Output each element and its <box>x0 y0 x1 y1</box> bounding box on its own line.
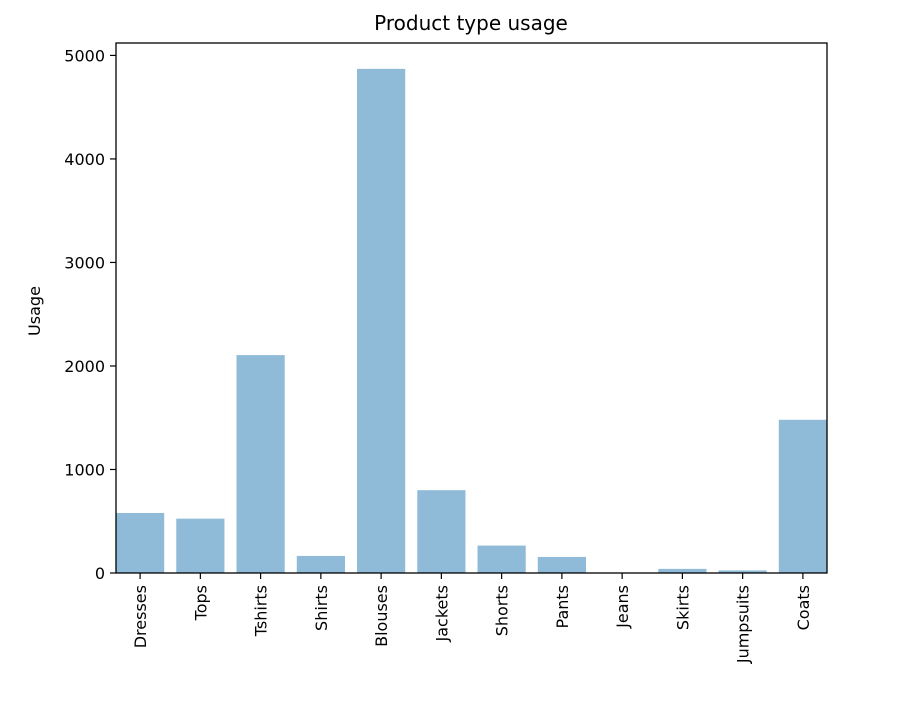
bar-blouses <box>357 68 406 573</box>
bar-jumpsuits <box>718 570 767 573</box>
y-axis-label: Usage <box>25 286 44 336</box>
bars-group <box>116 68 827 573</box>
x-tick-label: Blouses <box>372 585 391 647</box>
y-tick-label: 1000 <box>64 460 105 479</box>
x-tick-label: Skirts <box>673 585 692 630</box>
x-tick-label: Shorts <box>493 585 512 636</box>
x-axis: Dresses Tops Tshirts Shirts Blouses Jackets Sh… <box>131 573 813 664</box>
x-tick-label: Jackets <box>432 585 451 642</box>
y-axis: 0 1000 2000 3000 4000 5000 <box>64 46 116 583</box>
plot-frame <box>115 42 828 574</box>
y-tick-label: 0 <box>95 564 105 583</box>
x-tick-label: Dresses <box>131 585 150 648</box>
y-tick-label: 2000 <box>64 357 105 376</box>
chart-title: Product type usage <box>374 11 568 35</box>
bar-skirts <box>658 568 707 573</box>
x-tick-label: Pants <box>553 585 572 628</box>
x-tick-label: Tops <box>191 585 210 621</box>
bar-shorts <box>477 545 526 573</box>
bar-tops <box>176 518 225 573</box>
bar-tshirts <box>236 355 285 573</box>
y-tick-label: 3000 <box>64 253 105 272</box>
bar-shirts <box>296 555 345 573</box>
bar-dresses <box>116 512 165 573</box>
x-tick-label: Shirts <box>312 585 331 631</box>
x-tick-label: Tshirts <box>252 585 271 637</box>
y-tick-label: 5000 <box>64 46 105 65</box>
y-tick-label: 4000 <box>64 150 105 169</box>
x-tick-label: Coats <box>794 585 813 630</box>
x-tick-label: Jeans <box>613 585 632 629</box>
bar-pants <box>537 556 586 573</box>
bar-jackets <box>417 490 466 573</box>
bar-coats <box>778 419 827 573</box>
x-tick-label: Jumpsuits <box>734 585 753 664</box>
